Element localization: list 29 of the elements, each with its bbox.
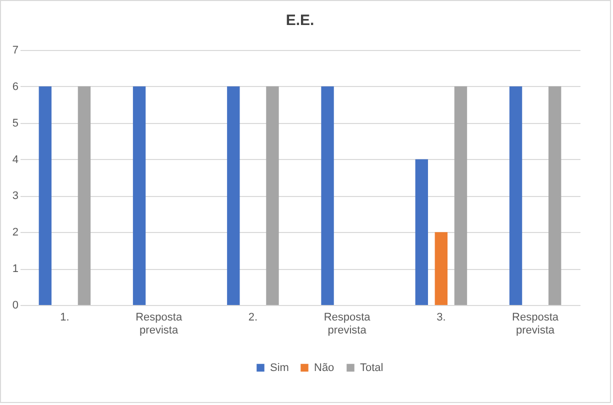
bar bbox=[454, 86, 468, 305]
bar bbox=[434, 232, 448, 305]
x-tick-label: Resposta prevista bbox=[136, 312, 183, 336]
y-tick-label: 4 bbox=[12, 154, 18, 166]
x-tick-label: Resposta prevista bbox=[324, 312, 372, 336]
x-tick-label: 3. bbox=[436, 312, 446, 324]
y-tick-label: 6 bbox=[12, 80, 18, 93]
x-tick-label: Resposta prevista bbox=[512, 312, 560, 336]
bar bbox=[266, 86, 279, 305]
bar bbox=[38, 86, 52, 305]
bar bbox=[132, 86, 146, 305]
legend-label: Total bbox=[360, 362, 384, 374]
x-tick-label: 2. bbox=[248, 312, 258, 324]
chart-title: E.E. bbox=[286, 12, 314, 29]
bar bbox=[321, 86, 334, 305]
y-tick-label: 2 bbox=[12, 226, 18, 239]
bar bbox=[78, 86, 91, 305]
y-tick-label: 7 bbox=[12, 44, 18, 56]
bar bbox=[227, 86, 240, 305]
y-tick-label: 0 bbox=[12, 300, 18, 312]
x-tick-label: 1. bbox=[60, 312, 70, 324]
bar bbox=[548, 86, 562, 305]
y-tick-label: 5 bbox=[12, 117, 18, 130]
bar bbox=[509, 86, 522, 305]
legend-label: Não bbox=[314, 362, 334, 374]
legend-label: Sim bbox=[270, 362, 289, 374]
y-tick-label: 1 bbox=[12, 263, 18, 276]
y-tick-label: 3 bbox=[12, 190, 18, 202]
bar bbox=[415, 159, 428, 305]
